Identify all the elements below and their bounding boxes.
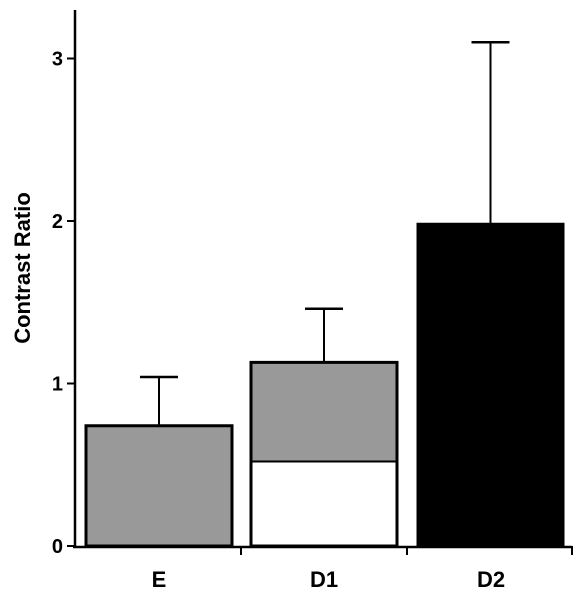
y-tick-label-1: 1: [52, 374, 63, 396]
labels-layer: E D1 D2 0 1 2 3: [52, 49, 505, 593]
bar-e: [84, 424, 234, 548]
axes-layer: [67, 10, 573, 555]
x-tick-label-e: E: [152, 567, 167, 592]
x-tick-label-d1: D1: [310, 567, 338, 592]
bar-d2: [416, 222, 565, 548]
y-axis-title: Contrast Ratio: [10, 192, 35, 344]
bars-layer: [84, 41, 565, 548]
y-tick-label-2: 2: [52, 211, 63, 233]
x-tick-label-d2: D2: [477, 567, 505, 592]
bar-d1-lower-segment: [252, 461, 396, 545]
y-tick-label-3: 3: [52, 49, 63, 71]
y-tick-label-0: 0: [52, 536, 63, 558]
